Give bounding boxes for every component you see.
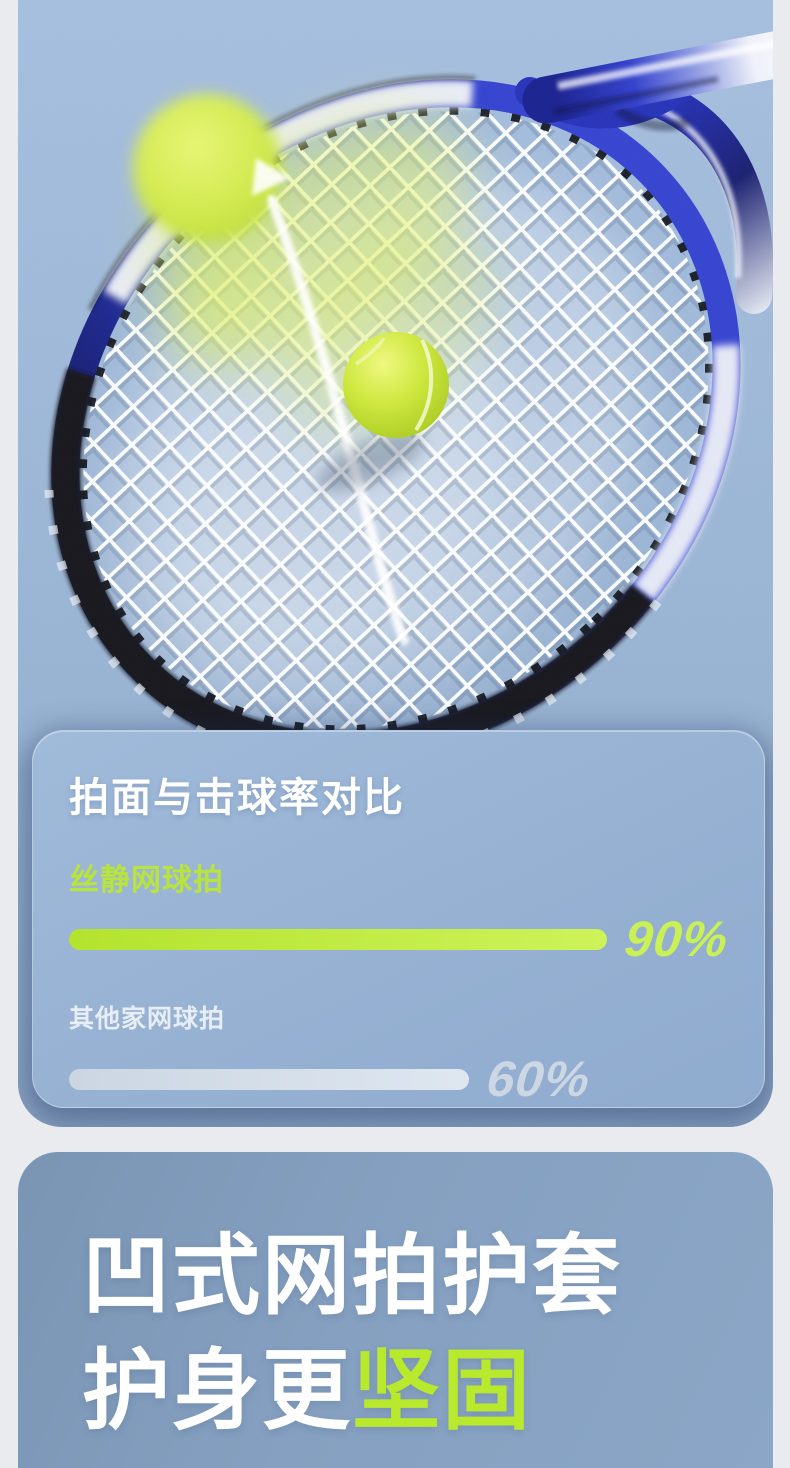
- bar-value-others: 60%: [484, 1051, 594, 1107]
- hero-image-panel: 拍面与击球率对比 丝静网球拍 90% 其他家网球拍 60%: [18, 0, 773, 1127]
- feature-headline-line2: 护身更坚固: [82, 1333, 622, 1448]
- bar-row-others: 60%: [69, 1051, 738, 1107]
- bar-others: [69, 1068, 469, 1090]
- bar-ours: [69, 928, 607, 950]
- bar-label-ours: 丝静网球拍: [69, 864, 224, 897]
- feature-banner: 凹式网拍护套 护身更坚固: [18, 1152, 773, 1468]
- bar-row-ours: 90%: [69, 911, 738, 967]
- feature-headline: 凹式网拍护套 护身更坚固: [82, 1218, 622, 1448]
- feature-line2-highlight: 坚固: [352, 1341, 533, 1440]
- feature-line2-white: 护身更: [82, 1341, 353, 1440]
- feature-headline-line1: 凹式网拍护套: [82, 1226, 623, 1325]
- bar-value-ours: 90%: [622, 911, 732, 967]
- comparison-card: 拍面与击球率对比 丝静网球拍 90% 其他家网球拍 60%: [32, 730, 765, 1108]
- comparison-title: 拍面与击球率对比: [69, 776, 405, 820]
- bar-label-others: 其他家网球拍: [69, 1005, 226, 1033]
